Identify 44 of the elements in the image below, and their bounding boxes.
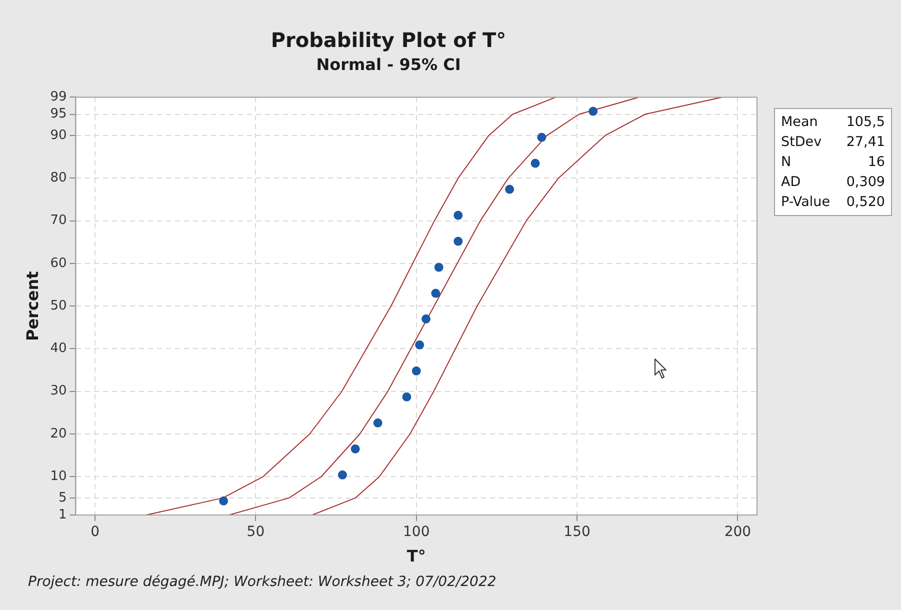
text: P-Value 0,520 (781, 194, 885, 210)
point (373, 418, 382, 428)
point (412, 366, 421, 376)
x-tick-label: 50 (246, 524, 265, 540)
point (454, 210, 463, 220)
y-tick-label: 50 (50, 298, 67, 314)
x-tick-label: 150 (564, 524, 590, 540)
point (338, 470, 347, 480)
y-tick-label: 1 (58, 507, 67, 522)
y-tick-label: 5 (58, 490, 67, 506)
point (505, 184, 514, 194)
point (588, 106, 598, 116)
y-tick-label: 70 (50, 213, 67, 228)
y-tick-label: 80 (50, 170, 67, 186)
point (402, 392, 412, 402)
text: N 16 (781, 154, 885, 170)
chart-title: Probability Plot of T° (270, 28, 506, 52)
point (431, 288, 440, 298)
y-tick-label: 10 (50, 469, 67, 484)
chart-subtitle: Normal - 95% CI (316, 54, 461, 74)
y-tick-label: 40 (50, 341, 67, 356)
point (454, 236, 463, 246)
x-tick-label: 0 (90, 524, 100, 540)
y-tick-label: 60 (50, 256, 67, 271)
x-tick-label: 100 (403, 524, 430, 540)
x-axis-title: T° (406, 546, 426, 566)
y-tick-label: 99 (50, 90, 67, 105)
point (422, 314, 431, 324)
point (434, 262, 444, 272)
x-tick-label: 200 (724, 524, 752, 540)
y-tick-label: 30 (50, 384, 67, 399)
y-tick-label: 90 (50, 128, 67, 143)
text: Project: mesure dégagé.MPJ; Worksheet: Worksheet 3; 07/02/2022 (28, 574, 496, 590)
y-axis-title: Percent (22, 270, 42, 342)
point (219, 496, 228, 506)
text: AD 0,309 (781, 174, 885, 190)
point (415, 340, 424, 350)
point (537, 132, 546, 142)
text: StDev 27,41 (781, 134, 885, 150)
text: Mean 105,5 (781, 114, 885, 130)
point (530, 158, 540, 168)
y-tick-label: 20 (50, 426, 67, 442)
y-tick-label: 95 (50, 106, 67, 122)
point (350, 444, 360, 454)
